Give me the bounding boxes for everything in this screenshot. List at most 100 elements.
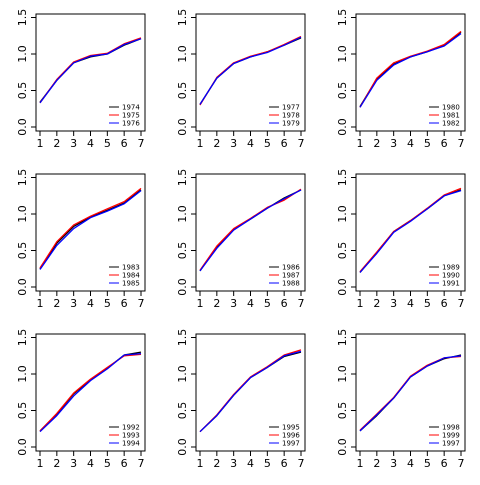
x-tick-label: 4 <box>407 297 414 310</box>
x-tick-label: 4 <box>407 137 414 150</box>
x-tick-label: 7 <box>298 457 305 470</box>
x-tick-label: 1 <box>197 297 204 310</box>
legend-label: 1985 <box>122 280 140 288</box>
x-tick-label: 6 <box>281 137 288 150</box>
x-tick-label: 1 <box>357 297 364 310</box>
legend-label: 1989 <box>442 264 460 272</box>
series-line <box>359 355 462 431</box>
series-line <box>359 189 462 273</box>
y-tick-label: 1.5 <box>16 329 29 347</box>
x-tick-label: 4 <box>87 297 94 310</box>
series-line <box>359 354 462 432</box>
x-tick-label: 4 <box>247 137 254 150</box>
x-tick-label: 3 <box>230 137 237 150</box>
series-line <box>39 37 142 104</box>
series-line <box>359 189 462 273</box>
series-line <box>359 187 462 273</box>
series-line <box>199 351 302 433</box>
x-tick-label: 3 <box>230 297 237 310</box>
legend-label: 1997 <box>282 440 300 448</box>
legend-label: 1977 <box>282 104 300 112</box>
x-tick-label: 6 <box>441 137 448 150</box>
y-tick-label: 0.0 <box>336 438 349 456</box>
y-tick-label: 0.0 <box>176 118 189 136</box>
y-tick-label: 1.0 <box>336 45 349 63</box>
x-tick-label: 6 <box>121 297 128 310</box>
x-tick-label: 6 <box>121 137 128 150</box>
legend-label: 1995 <box>282 424 300 432</box>
legend-label: 1978 <box>282 112 300 120</box>
y-tick-label: 0.5 <box>336 82 349 100</box>
y-tick-label: 1.5 <box>336 169 349 187</box>
y-tick-label: 0.0 <box>16 438 29 456</box>
legend-label: 1993 <box>122 432 140 440</box>
x-tick-label: 4 <box>87 137 94 150</box>
legend-label: 1994 <box>122 440 140 448</box>
legend-label: 1979 <box>282 120 300 128</box>
y-tick-label: 0.5 <box>176 242 189 260</box>
x-tick-label: 2 <box>373 297 380 310</box>
y-tick-label: 1.5 <box>16 169 29 187</box>
y-tick-label: 0.5 <box>16 402 29 420</box>
series-line <box>39 38 142 104</box>
y-tick-label: 1.0 <box>16 45 29 63</box>
y-tick-label: 1.0 <box>176 365 189 383</box>
y-tick-label: 1.5 <box>336 9 349 27</box>
x-tick-label: 4 <box>247 457 254 470</box>
x-tick-label: 6 <box>281 297 288 310</box>
x-tick-label: 2 <box>53 297 60 310</box>
y-tick-label: 1.0 <box>176 205 189 223</box>
series-line <box>199 36 302 105</box>
y-tick-label: 0.5 <box>336 402 349 420</box>
x-tick-label: 6 <box>441 457 448 470</box>
x-tick-label: 1 <box>37 297 44 310</box>
x-tick-label: 2 <box>213 297 220 310</box>
y-tick-label: 1.0 <box>16 365 29 383</box>
x-tick-label: 2 <box>53 457 60 470</box>
series-line <box>199 189 302 272</box>
y-tick-label: 0.0 <box>336 118 349 136</box>
series-line <box>39 187 142 269</box>
legend-label: 1983 <box>122 264 140 272</box>
x-tick-label: 2 <box>373 457 380 470</box>
legend-label: 1975 <box>122 112 140 120</box>
y-tick-label: 0.0 <box>16 118 29 136</box>
x-tick-label: 1 <box>37 457 44 470</box>
x-tick-label: 7 <box>458 297 465 310</box>
series-line <box>199 350 302 433</box>
x-tick-label: 3 <box>390 457 397 470</box>
x-tick-label: 5 <box>104 297 111 310</box>
x-tick-label: 7 <box>298 137 305 150</box>
legend-label: 1974 <box>122 104 140 112</box>
x-tick-label: 2 <box>53 137 60 150</box>
series-line <box>39 190 142 270</box>
series-line <box>199 349 302 433</box>
x-tick-label: 1 <box>357 137 364 150</box>
x-tick-label: 3 <box>230 457 237 470</box>
y-tick-label: 0.0 <box>336 278 349 296</box>
x-tick-label: 6 <box>121 457 128 470</box>
legend-label: 1987 <box>282 272 300 280</box>
x-tick-label: 5 <box>424 457 431 470</box>
x-tick-label: 7 <box>458 137 465 150</box>
x-tick-label: 1 <box>37 137 44 150</box>
x-tick-label: 5 <box>264 297 271 310</box>
y-tick-label: 1.5 <box>16 9 29 27</box>
legend-label: 1984 <box>122 272 140 280</box>
x-tick-label: 5 <box>264 137 271 150</box>
x-tick-label: 2 <box>213 137 220 150</box>
y-tick-label: 0.5 <box>16 82 29 100</box>
series-line <box>199 37 302 105</box>
x-tick-label: 4 <box>407 457 414 470</box>
x-tick-label: 3 <box>390 297 397 310</box>
x-tick-label: 5 <box>424 137 431 150</box>
legend-label: 1980 <box>442 104 460 112</box>
x-tick-label: 6 <box>441 297 448 310</box>
x-tick-label: 3 <box>70 137 77 150</box>
series-line <box>359 33 462 108</box>
legend-label: 1997 <box>442 440 460 448</box>
